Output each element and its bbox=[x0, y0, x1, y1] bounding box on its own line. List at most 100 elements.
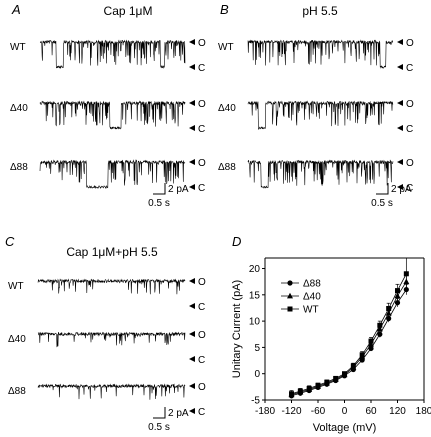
x-tick-label: 180 bbox=[416, 406, 431, 417]
trace-label-b-2: Δ88 bbox=[218, 162, 236, 173]
closed-level-marker bbox=[189, 184, 195, 190]
scale-bar-current-label: 2 pA bbox=[168, 184, 189, 195]
legend-label: WT bbox=[303, 305, 319, 316]
data-point-2 bbox=[386, 305, 392, 311]
y-tick-label: 10 bbox=[249, 317, 261, 328]
scale-bar-current-label: 2 pA bbox=[168, 408, 189, 419]
closed-level-marker bbox=[189, 303, 195, 309]
current-trace-a-2 bbox=[39, 159, 186, 190]
current-trace-c-2 bbox=[37, 383, 186, 400]
closed-level-marker bbox=[397, 125, 403, 131]
panel-c-label: C bbox=[5, 234, 15, 249]
closed-level-marker bbox=[189, 408, 195, 414]
data-point-0 bbox=[377, 331, 383, 337]
y-tick-label: 20 bbox=[249, 264, 261, 275]
current-trace-b-1 bbox=[247, 100, 394, 131]
data-point-2 bbox=[350, 363, 356, 369]
data-point-2 bbox=[368, 338, 374, 344]
scale-bar bbox=[153, 407, 166, 419]
closed-level-label: C bbox=[406, 63, 413, 74]
open-level-label: O bbox=[198, 158, 206, 169]
y-tick-label: 5 bbox=[254, 343, 260, 354]
closed-level-marker bbox=[189, 64, 195, 70]
closed-level-label: C bbox=[406, 124, 413, 135]
y-tick-label: -5 bbox=[251, 396, 260, 407]
x-tick-label: -180 bbox=[255, 406, 275, 417]
data-point-2 bbox=[377, 322, 383, 328]
data-point-2 bbox=[333, 375, 339, 381]
x-tick-label: -60 bbox=[311, 406, 326, 417]
data-point-0 bbox=[394, 300, 401, 306]
iv-plot: -180 -120 -60 0 60 120 180 -5 0 5 10 15 20 Voltage (m… bbox=[231, 257, 431, 434]
panel-a-title: Cap 1μM bbox=[104, 4, 153, 18]
open-level-label: O bbox=[198, 99, 206, 110]
closed-level-marker bbox=[397, 184, 403, 190]
panel-d-label: D bbox=[232, 234, 241, 249]
data-point-2 bbox=[324, 379, 330, 385]
open-level-marker bbox=[189, 383, 195, 389]
legend-marker bbox=[287, 306, 293, 312]
current-trace-a-0 bbox=[39, 39, 186, 69]
current-trace-a-1 bbox=[39, 100, 186, 130]
open-level-marker bbox=[397, 39, 403, 45]
panel-a-label: A bbox=[11, 2, 21, 17]
data-point-2 bbox=[395, 288, 400, 294]
legend-marker bbox=[287, 280, 293, 286]
scale-bar-current-label: 2 pA bbox=[391, 184, 412, 195]
open-level-label: O bbox=[198, 382, 206, 393]
legend-label: Δ88 bbox=[303, 279, 321, 290]
closed-level-label: C bbox=[198, 407, 205, 418]
closed-level-label: C bbox=[198, 302, 205, 313]
closed-level-label: C bbox=[406, 183, 413, 194]
open-level-label: O bbox=[406, 158, 414, 169]
open-level-marker bbox=[397, 159, 403, 165]
current-trace-b-0 bbox=[247, 39, 394, 69]
panel-b-label: B bbox=[220, 2, 229, 17]
closed-level-label: C bbox=[198, 63, 205, 74]
y-axis-title: Unitary Current (pA) bbox=[231, 280, 243, 378]
scale-bar bbox=[153, 183, 166, 195]
scale-bar-time-label: 0.5 s bbox=[148, 422, 170, 433]
panel-c-title: Cap 1μM+pH 5.5 bbox=[66, 245, 158, 259]
data-point-2 bbox=[315, 382, 321, 388]
trace-label-c-1: Δ40 bbox=[8, 334, 26, 345]
open-level-label: O bbox=[198, 38, 206, 49]
open-level-marker bbox=[189, 39, 195, 45]
trace-label-b-1: Δ40 bbox=[218, 103, 236, 114]
legend-marker bbox=[287, 292, 293, 299]
current-trace-b-2 bbox=[247, 159, 394, 189]
x-tick-label: -120 bbox=[281, 406, 301, 417]
x-tick-label: 60 bbox=[365, 406, 377, 417]
open-level-marker bbox=[189, 331, 195, 337]
open-level-marker bbox=[189, 100, 195, 106]
data-point-2 bbox=[342, 371, 347, 377]
closed-level-label: C bbox=[198, 183, 205, 194]
scale-bar-time-label: 0.5 s bbox=[148, 198, 170, 209]
data-point-2 bbox=[359, 352, 365, 358]
open-level-marker bbox=[189, 159, 195, 165]
legend-label: Δ40 bbox=[303, 292, 321, 303]
open-level-marker bbox=[397, 100, 403, 106]
data-point-2 bbox=[403, 271, 409, 277]
x-tick-label: 0 bbox=[342, 406, 348, 417]
closed-level-marker bbox=[189, 356, 195, 362]
trace-label-a-0: WT bbox=[10, 42, 26, 53]
x-axis-title: Voltage (mV) bbox=[313, 422, 377, 434]
open-level-label: O bbox=[198, 330, 206, 341]
scale-bar-time-label: 0.5 s bbox=[371, 198, 393, 209]
closed-level-marker bbox=[397, 64, 403, 70]
open-level-label: O bbox=[406, 38, 414, 49]
closed-level-label: C bbox=[198, 124, 205, 135]
x-tick-label: 120 bbox=[389, 406, 406, 417]
trace-label-a-2: Δ88 bbox=[10, 162, 28, 173]
panel-b-title: pH 5.5 bbox=[302, 4, 338, 18]
data-point-0 bbox=[368, 345, 374, 352]
y-tick-label: 0 bbox=[254, 369, 260, 380]
closed-level-label: C bbox=[198, 355, 205, 366]
current-trace-c-0 bbox=[37, 278, 186, 295]
closed-level-marker bbox=[189, 125, 195, 131]
trace-label-c-2: Δ88 bbox=[8, 386, 26, 397]
trace-label-b-0: WT bbox=[218, 42, 234, 53]
